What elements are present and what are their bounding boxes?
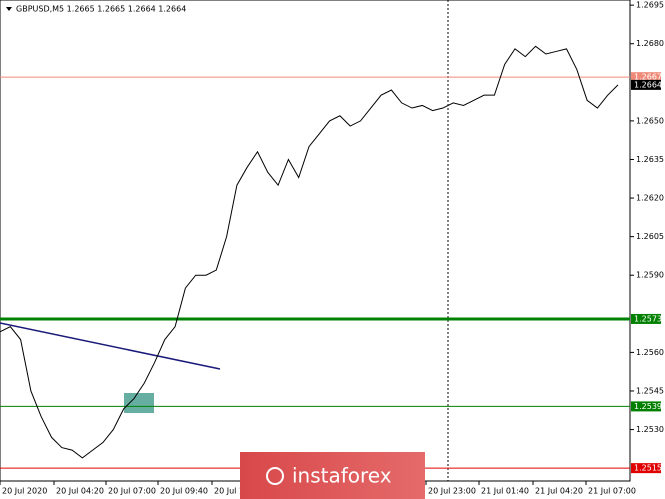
highlight-box	[124, 393, 154, 413]
plot-frame	[0, 0, 631, 482]
title-arrow	[6, 7, 12, 11]
x-tick-label: 20 Jul 09:40	[160, 487, 208, 496]
x-tick-label: 20 Jul 2020	[2, 487, 47, 496]
y-tick-label: 1.2695	[636, 1, 664, 10]
level-label: 1.2667	[634, 73, 662, 82]
y-tick-label: 1.2530	[636, 425, 664, 434]
y-tick-label: 1.2635	[636, 155, 664, 164]
y-tick-label: 1.2545	[636, 386, 664, 395]
x-tick-label: 20 Jul 04:20	[56, 487, 104, 496]
x-tick-label: 20 Jul 23:00	[428, 487, 476, 496]
watermark-box	[240, 452, 425, 499]
level-label: 1.2573	[634, 314, 662, 323]
trend-line	[0, 322, 221, 370]
x-tick-label: 21 Jul 04:20	[535, 487, 583, 496]
y-tick-label: 1.2590	[636, 271, 664, 280]
price-line	[0, 45, 619, 459]
x-tick-label: 20 Jul 07:00	[108, 487, 156, 496]
chart-title: GBPUSD,M5 1.2665 1.2665 1.2664 1.2664	[16, 5, 186, 14]
y-tick-label: 1.2605	[636, 232, 664, 241]
x-tick-label: 21 Jul 01:40	[481, 487, 529, 496]
y-tick-label: 1.2560	[636, 348, 664, 357]
level-label: 1.2515	[634, 464, 662, 473]
x-tick-label: 20 Jul 12	[214, 487, 249, 496]
watermark: instaforex	[292, 464, 392, 488]
price-tag	[631, 79, 661, 90]
level-tag	[631, 72, 661, 83]
level-tag	[631, 463, 661, 474]
current-price: 1.2664	[634, 80, 662, 89]
y-tick-label: 1.2680	[636, 39, 664, 48]
y-tick-label: 1.2650	[636, 116, 664, 125]
level-tag	[631, 313, 661, 324]
x-tick-label: 21 Jul 07:00	[588, 487, 636, 496]
level-label: 1.2539	[634, 402, 662, 411]
level-tag	[631, 401, 661, 412]
watermark-logo	[266, 467, 284, 485]
y-tick-label: 1.2620	[636, 194, 664, 203]
